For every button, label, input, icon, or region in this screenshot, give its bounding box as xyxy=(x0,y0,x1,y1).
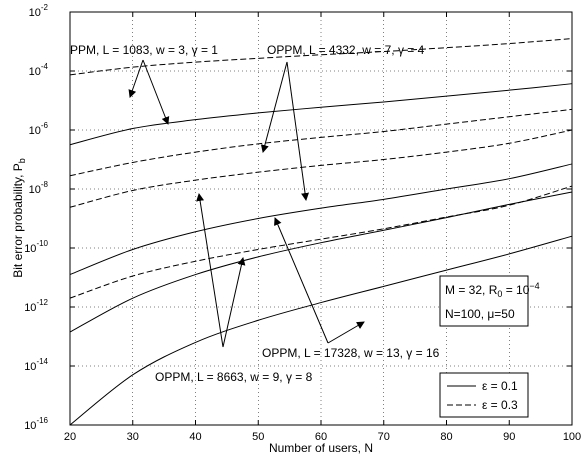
annotation-arrow xyxy=(128,59,144,98)
y-tick-label: 10-8 xyxy=(29,180,49,196)
parameter-line-2: N=100, μ=50 xyxy=(445,307,515,321)
series-line-8 xyxy=(69,185,573,299)
annotation-arrow xyxy=(222,257,246,348)
annotation-arrows xyxy=(128,59,365,348)
x-tick-label: 80 xyxy=(440,431,452,443)
grid xyxy=(70,12,572,425)
legend: ε = 0.1 ε = 0.3 xyxy=(439,372,529,418)
x-tick-label: 30 xyxy=(127,431,139,443)
series-line-3 xyxy=(69,163,573,276)
legend-label-solid: ε = 0.1 xyxy=(482,379,518,393)
parameter-box-frame xyxy=(439,275,529,327)
y-tick-label: 10-6 xyxy=(29,121,49,137)
parameter-box: M = 32, R0 = 10−4 N=100, μ=50 xyxy=(439,275,540,327)
x-tick-label: 70 xyxy=(378,431,390,443)
annotation-ppm-1083: PPM, L = 1083, w = 3, γ = 1 xyxy=(70,43,218,57)
series-line-5 xyxy=(69,191,573,333)
annotation-arrow xyxy=(196,193,224,348)
x-tick-label: 20 xyxy=(64,431,76,443)
series-line-1 xyxy=(69,83,573,146)
annotation-arrow xyxy=(327,321,365,344)
parameter-line-1: M = 32, R0 = 10−4 xyxy=(445,281,540,299)
series-line-6 xyxy=(69,129,573,208)
y-tick-label: 10-10 xyxy=(24,239,48,255)
y-tick-label: 10-4 xyxy=(29,62,49,78)
annotation-oppm-8663: OPPM, L = 8663, w = 9, γ = 8 xyxy=(155,370,313,384)
legend-frame xyxy=(439,372,529,418)
y-tick-label: 10-12 xyxy=(24,298,48,314)
legend-label-dashed: ε = 0.3 xyxy=(482,398,518,412)
x-tick-label: 50 xyxy=(252,431,264,443)
x-tick-label: 100 xyxy=(563,431,581,443)
annotation-arrow xyxy=(274,217,329,344)
x-axis-label: Number of users, N xyxy=(269,441,373,455)
axis-ticks: 20 30 40 50 60 70 80 90 100 10-16 10-14 10-12 10-10 1… xyxy=(24,3,581,443)
series-line-4 xyxy=(69,108,573,177)
y-tick-label: 10-2 xyxy=(29,3,49,19)
annotation-arrow xyxy=(260,61,288,153)
x-tick-label: 60 xyxy=(315,431,327,443)
y-tick-label: 10-14 xyxy=(24,357,48,373)
series-line-2 xyxy=(69,38,573,76)
y-axis-label: Bit error probability, Pb xyxy=(11,158,27,278)
series-line-7 xyxy=(69,235,573,426)
series-layer xyxy=(69,38,573,426)
y-tick-label: 10-16 xyxy=(24,416,48,432)
annotation-oppm-4332: OPPM, L = 4332, w = 7, γ = 4 xyxy=(267,43,425,57)
annotation-arrow xyxy=(142,59,170,125)
x-tick-label: 40 xyxy=(189,431,201,443)
annotation-arrow xyxy=(286,61,310,201)
x-tick-label: 90 xyxy=(503,431,515,443)
annotation-oppm-17328: OPPM, L = 17328, w = 13, γ = 16 xyxy=(262,346,440,360)
